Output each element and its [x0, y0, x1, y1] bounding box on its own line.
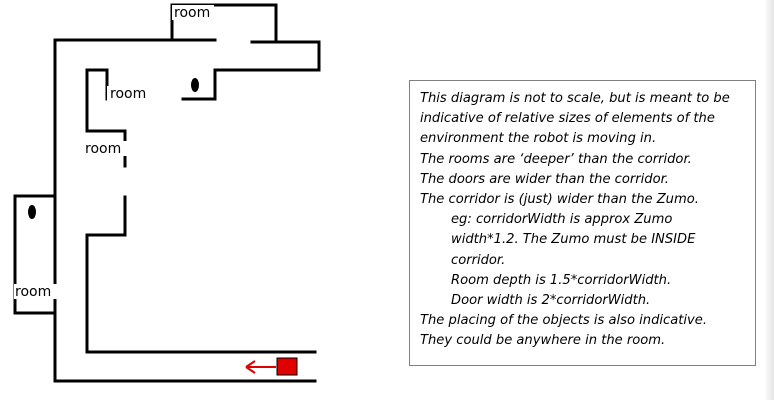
- corridor-map: room room room room: [13, 3, 321, 383]
- note-line: Door width is 2*corridorWidth.: [451, 293, 651, 309]
- note-line: This diagram is not to scale, but is mea…: [420, 91, 730, 106]
- zumo-robot-icon: [276, 357, 298, 376]
- note-line: The corridor is (just) wider than the Zu…: [420, 192, 699, 208]
- note-line: The doors are wider than the corridor.: [420, 171, 669, 187]
- page-edge-shadow: [764, 0, 774, 400]
- object-oval-icon: [191, 78, 199, 92]
- note-line: environment the robot is moving in.: [420, 131, 657, 147]
- object-oval-icon: [28, 205, 36, 219]
- note-line: Room depth is 1.5*corridorWidth.: [451, 272, 672, 288]
- room-labels: room room room room: [14, 5, 214, 300]
- corridor-walls: [13, 3, 321, 383]
- note-line: eg: corridorWidth is approx Zumo: [451, 212, 673, 228]
- note-line: indicative of relative sizes of elements…: [420, 111, 715, 127]
- note-line: corridor.: [451, 252, 506, 268]
- notes-box: This diagram is not to scale, but is mea…: [409, 80, 756, 366]
- room-label-bottom-left: room: [15, 284, 51, 300]
- note-line: width*1.2. The Zumo must be INSIDE: [451, 232, 696, 248]
- note-line: The rooms are ‘deeper’ than the corridor…: [420, 151, 692, 167]
- left-arrow-icon: [245, 360, 276, 374]
- note-line: The placing of the objects is also indic…: [420, 313, 707, 329]
- room-label-top: room: [174, 5, 210, 21]
- room-label-upper-left: room: [110, 86, 146, 102]
- note-line: They could be anywhere in the room.: [420, 333, 666, 349]
- room-label-middle: room: [85, 141, 121, 157]
